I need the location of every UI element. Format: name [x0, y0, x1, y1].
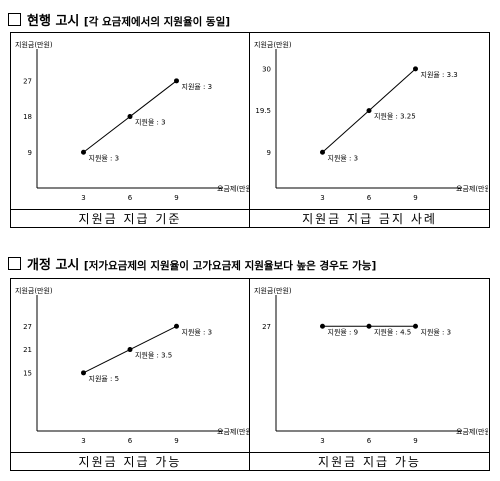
data-point	[320, 323, 325, 329]
data-label: 지원율 : 5	[89, 374, 120, 383]
chart-3: 지원금(만원) 요금제(만원) 15 21 27 3 6 9 지원율 : 5 지원율 : 3.5 지…	[15, 286, 255, 445]
section-subtitle: [각 요금제에서의 지원율이 동일]	[83, 16, 231, 28]
chart-cell-2: 지원금(만원) 요금제(만원) 9 19.5 30 3 6 9 지원율 : 3 지원율 : 3.2…	[250, 33, 494, 228]
x-tick-label: 3	[320, 194, 324, 202]
x-axis-label: 요금제(만원)	[456, 184, 488, 193]
y-tick-label: 27	[23, 77, 32, 85]
data-label: 지원율 : 9	[328, 327, 359, 336]
y-tick-label: 15	[23, 369, 32, 377]
chart-cell-4: 지원금(만원) 요금제(만원) 27 3 6 9 지원율 : 9 지원율 : 4.5 지원율 :…	[250, 279, 494, 471]
data-point	[127, 114, 133, 120]
chart-cell-3: 지원금(만원) 요금제(만원) 15 21 27 3 6 9 지원율 : 5 지원율 : 3.5 지…	[11, 279, 255, 471]
checkbox-square-icon	[8, 257, 21, 270]
y-axis-label: 지원금(만원)	[15, 286, 53, 295]
x-tick-label: 3	[81, 437, 85, 445]
y-tick-label: 9	[267, 149, 271, 157]
data-point	[413, 323, 418, 329]
chart-4-caption: 지원금 지급 가능	[250, 452, 489, 471]
x-tick-label: 9	[413, 194, 417, 202]
section-title-current: 현행 고시 [각 요금제에서의 지원율이 동일]	[8, 10, 230, 29]
data-point	[320, 149, 325, 155]
data-label: 지원율 : 3.3	[421, 70, 458, 79]
data-label: 지원율 : 3	[182, 82, 213, 91]
y-tick-label: 30	[262, 65, 271, 73]
data-label: 지원율 : 3.25	[374, 112, 416, 121]
data-label: 지원율 : 3	[182, 327, 213, 336]
x-tick-label: 6	[367, 437, 372, 445]
x-tick-label: 9	[174, 437, 178, 445]
data-point	[366, 323, 372, 329]
x-tick-label: 9	[174, 194, 178, 202]
x-axis-label: 요금제(만원)	[217, 427, 249, 436]
data-point	[413, 66, 418, 72]
x-tick-label: 3	[81, 194, 85, 202]
y-axis-label: 지원금(만원)	[15, 40, 53, 49]
y-tick-label: 27	[23, 323, 32, 331]
data-point	[81, 149, 86, 155]
checkbox-square-icon	[8, 13, 21, 26]
x-axis-label: 요금제(만원)	[456, 427, 488, 436]
chart-2: 지원금(만원) 요금제(만원) 9 19.5 30 3 6 9 지원율 : 3 지원율 : 3.2…	[254, 40, 494, 202]
x-tick-label: 3	[320, 437, 324, 445]
x-tick-label: 6	[128, 437, 133, 445]
section-title-text: 현행 고시	[27, 14, 80, 29]
y-axis-label: 지원금(만원)	[254, 40, 292, 49]
y-tick-label: 19.5	[255, 107, 271, 115]
y-axis-label: 지원금(만원)	[254, 286, 292, 295]
data-label: 지원율 : 3	[421, 327, 452, 336]
data-point	[127, 347, 133, 353]
chart-2-caption: 지원금 지급 금지 사례	[250, 209, 489, 228]
data-label: 지원율 : 3	[328, 153, 359, 162]
data-label: 지원율 : 3.5	[135, 351, 172, 360]
chart-3-caption: 지원금 지급 가능	[11, 452, 249, 471]
data-point	[174, 323, 179, 329]
chart-grid-revised: 지원금(만원) 요금제(만원) 15 21 27 3 6 9 지원율 : 5 지원율 : 3.5 지…	[10, 278, 494, 471]
section-title-text: 개정 고시	[27, 258, 80, 273]
y-tick-label: 9	[28, 149, 32, 157]
data-label: 지원율 : 3	[89, 153, 120, 162]
data-point	[366, 108, 372, 114]
x-tick-label: 6	[367, 194, 372, 202]
x-axis-label: 요금제(만원)	[217, 184, 249, 193]
x-tick-label: 9	[413, 437, 417, 445]
x-tick-label: 6	[128, 194, 133, 202]
y-tick-label: 27	[262, 323, 271, 331]
data-point	[81, 370, 86, 376]
y-tick-label: 18	[23, 113, 32, 121]
section-subtitle: [저가요금제의 지원율이 고가요금제 지원율보다 높은 경우도 가능]	[83, 260, 377, 272]
data-label: 지원율 : 4.5	[374, 327, 411, 336]
data-point	[174, 78, 179, 84]
chart-1-caption: 지원금 지급 기준	[11, 209, 249, 228]
section-title-revised: 개정 고시 [저가요금제의 지원율이 고가요금제 지원율보다 높은 경우도 가능…	[8, 254, 376, 273]
chart-4: 지원금(만원) 요금제(만원) 27 3 6 9 지원율 : 9 지원율 : 4.5 지원율 :…	[254, 286, 494, 445]
y-tick-label: 21	[23, 346, 32, 354]
data-label: 지원율 : 3	[135, 118, 166, 127]
